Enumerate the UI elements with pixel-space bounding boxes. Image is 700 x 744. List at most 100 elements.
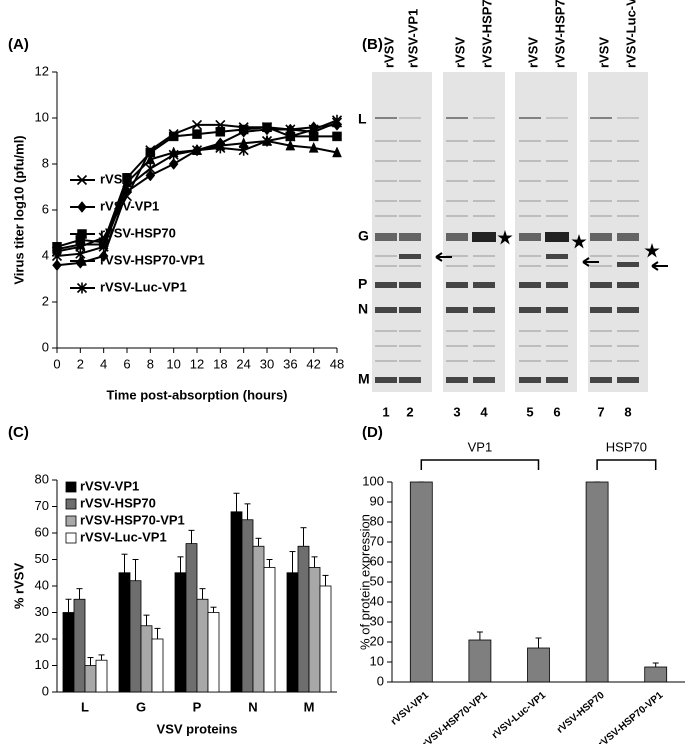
lane-number: 8 <box>624 404 631 419</box>
y-tick-label: 10 <box>370 653 384 668</box>
star <box>644 243 660 258</box>
gel-band <box>399 140 421 142</box>
gel-band <box>519 160 541 162</box>
y-tick-label: 50 <box>35 551 49 566</box>
x-tick-label: P <box>193 699 202 714</box>
bar <box>230 511 243 693</box>
arrow <box>582 257 599 267</box>
gel-band <box>519 265 541 267</box>
lane-label: rVSV <box>596 37 611 68</box>
y-tick-label: 60 <box>370 553 384 568</box>
point <box>238 124 249 135</box>
gel-band <box>375 265 397 267</box>
legend-swatch <box>65 532 77 544</box>
bar <box>241 519 254 693</box>
gel-band <box>375 215 397 217</box>
point <box>215 127 226 137</box>
gel-band <box>446 233 468 241</box>
band-label: M <box>358 371 370 387</box>
bar <box>263 567 276 693</box>
gel-band <box>617 377 639 383</box>
y-tick-label: 10 <box>35 657 49 672</box>
gel-band <box>590 233 612 241</box>
bracket <box>596 459 657 470</box>
x-tick-label: 30 <box>260 356 274 371</box>
gel-band <box>399 215 421 217</box>
gel-band <box>446 180 468 182</box>
y-tick-label: 60 <box>35 524 49 539</box>
point <box>238 144 249 156</box>
gel-band <box>399 160 421 162</box>
x-tick-label: 6 <box>123 356 130 371</box>
gel-band <box>375 377 397 383</box>
x-tick-label: 0 <box>53 356 60 371</box>
lane-number: 7 <box>597 404 604 419</box>
point <box>52 259 62 272</box>
bar <box>129 580 142 693</box>
lane-label: rVSV <box>452 37 467 68</box>
gel-band <box>519 180 541 182</box>
bar <box>118 572 131 693</box>
legend-label: rVSV-Luc-VP1 <box>100 279 187 294</box>
gel-band <box>446 140 468 142</box>
legend-label: rVSV-VP1 <box>100 198 159 213</box>
point <box>331 114 343 126</box>
gel-band <box>473 140 495 142</box>
gel-band <box>546 140 568 142</box>
gel-band <box>546 254 568 259</box>
gel-band <box>473 307 495 313</box>
x-axis-label: VSV proteins <box>157 721 238 736</box>
gel-band <box>473 345 495 347</box>
y-tick-label: 4 <box>42 247 49 262</box>
x-tick-label: M <box>304 699 315 714</box>
bar <box>95 659 108 693</box>
gel-band <box>473 282 495 288</box>
legend-label: rVSV-HSP70 <box>80 495 156 510</box>
gel-band <box>375 330 397 332</box>
x-axis-label: Time post-absorption (hours) <box>106 387 287 402</box>
bar <box>207 612 220 693</box>
gel-band <box>375 345 397 347</box>
gel-band <box>617 282 639 288</box>
gel-band <box>590 282 612 288</box>
gel-band <box>473 265 495 267</box>
x-tick-label: G <box>136 699 146 714</box>
point <box>51 250 63 262</box>
gel-band <box>473 160 495 162</box>
y-tick-label: 30 <box>35 604 49 619</box>
arrow <box>651 261 668 271</box>
gel-band <box>446 345 468 347</box>
line <box>56 121 338 253</box>
arrow <box>435 252 452 262</box>
lane-label: rVSV-Luc-VP1 <box>623 0 638 68</box>
legend-marker <box>76 282 88 294</box>
y-axis-label: Virus titer log10 (pfu/ml) <box>11 135 26 284</box>
y-tick-label: 10 <box>35 109 49 124</box>
bar <box>174 572 187 693</box>
gel-band <box>546 180 568 182</box>
y-tick-label: 70 <box>35 498 49 513</box>
legend-marker <box>77 201 87 213</box>
gel-band <box>546 345 568 347</box>
x-tick-label: rVSV-VP1 <box>389 690 431 728</box>
bracket-label: HSP70 <box>606 439 647 454</box>
gel-band <box>399 282 421 288</box>
gel-band <box>546 330 568 332</box>
bar <box>297 545 310 693</box>
band-label: N <box>358 301 368 317</box>
gel-band <box>446 265 468 267</box>
y-tick-label: 40 <box>370 593 384 608</box>
lane-label: rVSV-VP1 <box>405 9 420 68</box>
gel-band <box>546 307 568 313</box>
point <box>191 144 203 156</box>
point <box>98 250 109 262</box>
gel-band <box>446 255 468 257</box>
lane-label: rVSV <box>381 37 396 68</box>
y-tick-label: 20 <box>370 633 384 648</box>
gel-band <box>399 180 421 182</box>
gel-band <box>399 233 421 241</box>
bar <box>527 647 550 683</box>
gel-band <box>617 360 639 362</box>
y-tick-label: 20 <box>35 630 49 645</box>
gel-band <box>473 360 495 362</box>
